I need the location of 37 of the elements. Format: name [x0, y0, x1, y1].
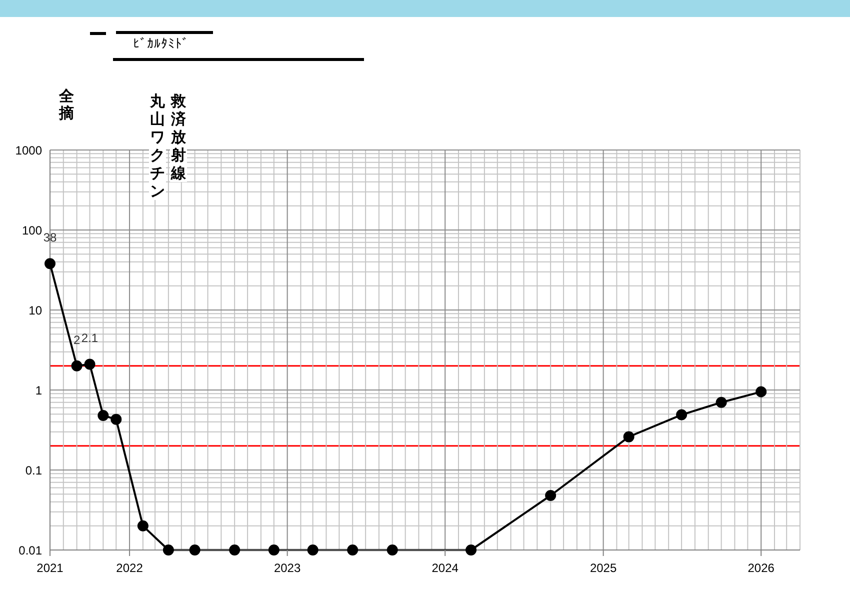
point	[137, 520, 148, 532]
x-tick-label: 2022	[116, 561, 144, 575]
point	[229, 544, 240, 556]
point	[347, 544, 358, 556]
point	[84, 358, 96, 370]
point	[676, 409, 688, 420]
x-tick-label: 2025	[590, 561, 617, 575]
point	[110, 414, 122, 425]
y-tick-label: 100	[22, 223, 42, 238]
text: ﾋﾞｶﾙﾀﾐﾄﾞ	[133, 37, 189, 52]
point	[268, 544, 280, 556]
text: 全摘	[58, 87, 75, 122]
point	[716, 396, 727, 408]
point	[756, 386, 767, 398]
point	[623, 431, 634, 442]
x-tick-label: 2021	[36, 561, 64, 575]
annotation: 丸山ワクチン	[149, 92, 166, 200]
point	[466, 544, 477, 556]
y-tick-label: 1	[35, 383, 42, 398]
point	[545, 490, 556, 501]
point	[386, 544, 398, 556]
y-tick-label: 1000	[15, 143, 42, 158]
point	[307, 544, 318, 556]
y-tick-label: 0.1	[25, 463, 42, 478]
point	[98, 410, 109, 421]
x-tick-label: 2026	[748, 561, 775, 575]
annotation: 救済放射線	[170, 92, 187, 182]
point	[71, 360, 82, 372]
point	[44, 258, 56, 270]
point	[189, 544, 200, 556]
y-tick-label: 10	[28, 303, 42, 318]
x-tick-label: 2023	[274, 561, 301, 575]
data-label: 2.1	[81, 331, 98, 346]
y-tick-label: 0.01	[18, 543, 42, 558]
x-tick-label: 2024	[432, 561, 459, 575]
data-label: 2	[73, 332, 80, 347]
point	[162, 544, 174, 556]
